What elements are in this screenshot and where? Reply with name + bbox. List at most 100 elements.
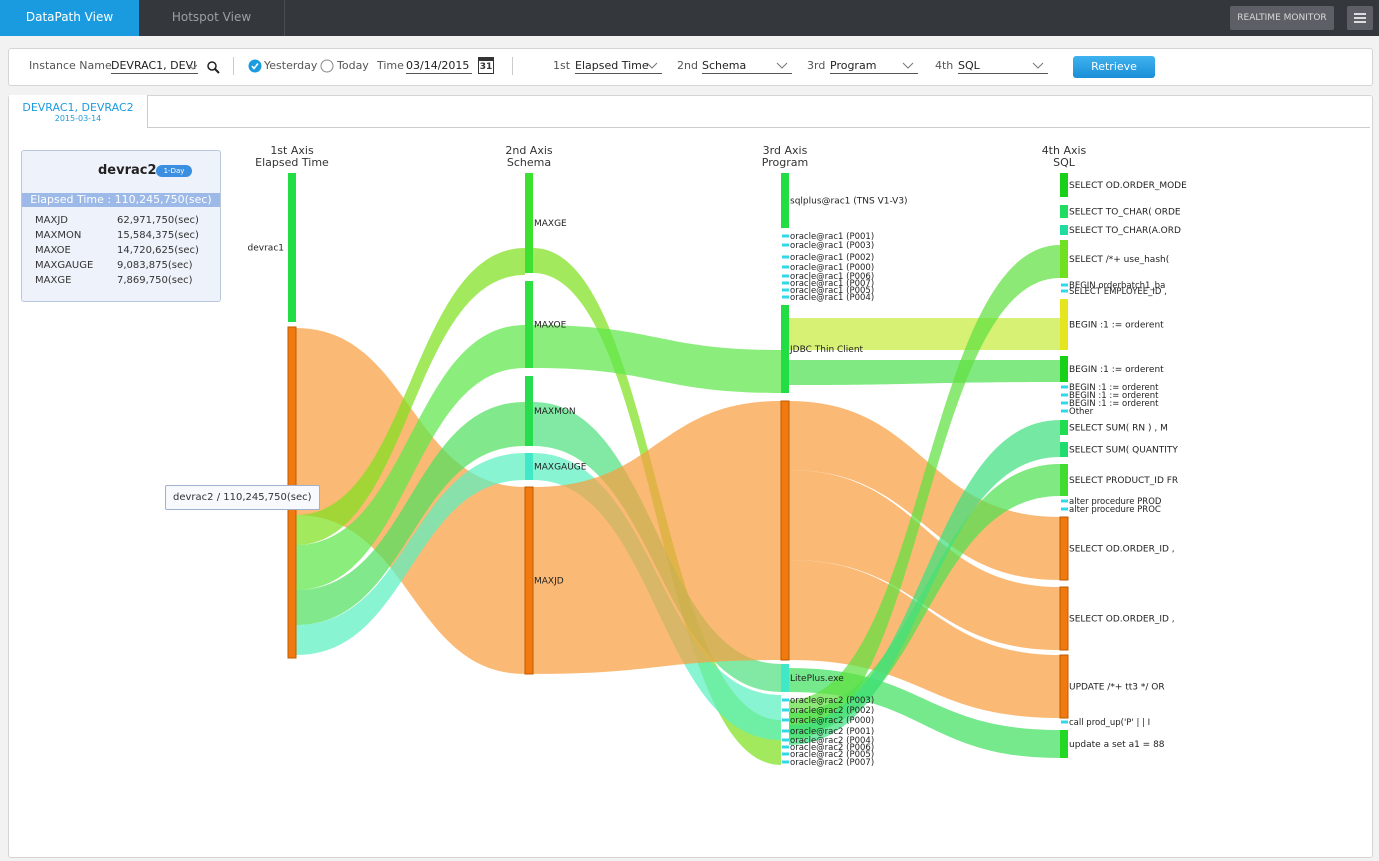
node-label: oracle@rac1 (P007) [790,279,874,289]
radio[interactable] [320,59,334,73]
node [782,760,789,764]
row-value: 7,869,750(sec) [117,275,193,286]
node [782,718,789,722]
node-label: Other [1069,407,1094,417]
node-label: MAXGE [534,219,567,229]
instance-input[interactable]: DEVRAC1, DEVI [111,59,198,74]
label: Today [337,59,369,72]
node-label: SELECT /*+ use_hash( [1069,255,1169,265]
caret [776,60,788,70]
node-label: oracle@rac1 (P004) [790,293,874,303]
separator [233,57,234,75]
node [782,255,789,259]
nav-tab[interactable]: Hotspot View [139,0,285,36]
flow [296,248,525,545]
node [1059,586,1069,651]
node [1061,283,1068,287]
node [1061,720,1068,724]
node [1059,654,1069,719]
radio-checked[interactable] [248,59,262,73]
row-name: MAXOE [35,245,71,256]
node [1060,356,1068,382]
node-label: alter procedure PROD [1069,497,1162,507]
label: 2nd [677,59,698,72]
node-label: alter procedure PROC [1069,505,1161,515]
axis-title: 4th Axis [1042,144,1087,157]
node [782,752,789,756]
node-label: SELECT SUM( RN ) , M [1069,424,1168,434]
node [782,281,789,285]
card-name: devrac2 [98,163,157,178]
axis-select[interactable]: Schema [702,59,792,74]
tab-title: DEVRAC1, DEVRAC2 [22,101,134,114]
node-label: oracle@rac2 (P005) [790,750,874,760]
axis-select[interactable]: Program [830,59,918,74]
tooltip: devrac2 / 110,245,750(sec) [165,485,320,510]
node-label: oracle@rac2 (P002) [790,706,874,716]
row-name: MAXGAUGE [35,260,94,271]
node [1059,516,1069,581]
node-label: MAXOE [534,321,567,331]
label: 1st [553,59,571,72]
node [525,376,533,446]
label: Yesterday [264,59,318,72]
row-name: MAXMON [35,230,82,241]
axis-title: 1st Axis [270,144,314,157]
axis-select[interactable]: SQL [958,59,1048,74]
label: Instance Name [29,59,112,72]
retrieve-button[interactable]: Retrieve [1073,56,1155,78]
flow [296,325,525,590]
label: Time [377,59,404,72]
search-icon[interactable] [188,60,222,74]
node [780,400,790,661]
axis-subtitle: Program [762,156,808,169]
caret [902,60,914,70]
flow [789,560,1060,718]
row-value: 14,720,625(sec) [117,245,199,256]
realtime-button[interactable]: REALTIME MONITOR [1230,6,1334,30]
nav-tab[interactable]: DataPath View [0,0,139,36]
row-value: 15,584,375(sec) [117,230,199,241]
node-label: oracle@rac1 (P002) [790,253,874,263]
axis-title: 3rd Axis [763,144,808,157]
node-label: sqlplus@rac1 (TNS V1-V3) [790,197,908,207]
card-total: Elapsed Time : 110,245,750(sec) [22,193,220,207]
axis-subtitle: Elapsed Time [255,156,329,169]
flow [296,402,525,625]
row-name: MAXJD [35,215,68,226]
node-label: oracle@rac1 (P003) [790,241,874,251]
badge: 1-Day [156,165,192,177]
node-label: SELECT OD.ORDER_ID , [1069,615,1175,625]
node [1061,385,1068,389]
node-label: SELECT OD.ORDER_MODE [1069,181,1187,191]
node [525,281,533,368]
node [1060,205,1068,218]
node [288,173,296,322]
node-label: SELECT TO_CHAR(A.ORD [1069,226,1181,236]
node-label: SELECT OD.ORDER_ID , [1069,545,1175,555]
date-input[interactable]: 03/14/2015 [406,59,472,74]
node [1060,225,1068,235]
label: 3rd [807,59,826,72]
node [782,745,789,749]
node-label: SELECT SUM( QUANTITY [1069,446,1178,456]
node [525,453,533,480]
node-label: MAXMON [534,407,576,417]
tab-date: 2015-03-14 [54,114,102,123]
axis-title: 2nd Axis [505,144,553,157]
info-card: devrac2 1-Day Elapsed Time : 110,245,750… [21,150,221,302]
node [781,173,789,228]
menu-button[interactable] [1347,6,1373,30]
node [525,173,533,273]
node-label: oracle@rac1 (P001) [790,232,874,242]
calendar-icon[interactable]: 31 [478,57,494,74]
instance-tab[interactable]: DEVRAC1, DEVRAC2 2015-03-14 [9,95,148,128]
flow [533,401,781,674]
node-label: BEGIN :1 := orderent [1069,321,1164,331]
node-label: oracle@rac2 (P004) [790,736,874,746]
node-label: BEGIN orderbatch1_ba [1069,281,1165,291]
node-label: SELECT EMPLOYEE_ID , [1069,287,1167,297]
axis-select[interactable]: Elapsed Time [575,59,662,74]
